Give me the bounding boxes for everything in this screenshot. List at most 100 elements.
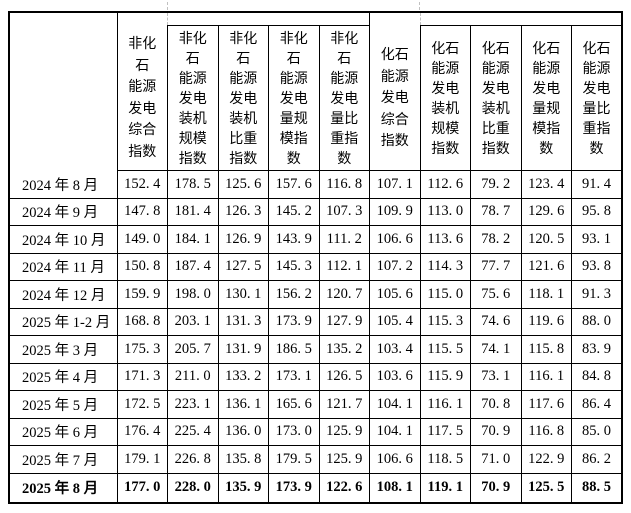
value-cell: 184. 1 [167, 225, 219, 254]
value-cell: 116. 8 [318, 170, 370, 199]
value-cell: 179. 5 [268, 445, 320, 474]
nonfossil-composite-top [116, 11, 168, 26]
value-cell: 121. 7 [318, 390, 370, 419]
value-cell: 198. 0 [167, 280, 219, 309]
value-cell: 113. 0 [419, 197, 471, 226]
corner-cell-top [8, 11, 118, 26]
value-cell: 173. 0 [268, 417, 320, 446]
value-cell: 159. 9 [116, 280, 168, 309]
value-cell: 225. 4 [167, 417, 219, 446]
corner-cell [8, 25, 118, 171]
value-cell: 91. 4 [571, 170, 623, 199]
page-break-dash [166, 2, 168, 10]
value-cell: 168. 8 [116, 307, 168, 336]
value-cell: 125. 9 [318, 417, 370, 446]
value-cell: 135. 8 [217, 445, 269, 474]
value-cell: 116. 1 [419, 390, 471, 419]
value-cell: 117. 6 [520, 390, 572, 419]
value-cell: 106. 6 [369, 445, 421, 474]
table-row: 2025 年 7 月 179. 1 226. 8 135. 8 179. 5 125. 9… [8, 445, 623, 474]
value-cell: 136. 0 [217, 417, 269, 446]
value-cell: 175. 3 [116, 335, 168, 364]
value-cell: 149. 0 [116, 225, 168, 254]
value-cell: 71. 0 [470, 445, 522, 474]
value-cell: 135. 9 [217, 472, 269, 503]
value-cell: 88. 5 [571, 472, 623, 503]
header-strip-right [419, 11, 623, 26]
header-cell-nonfossil-capacity-share: 非化 石 能源 发电 装机 比重 指数 [217, 25, 269, 171]
value-cell: 173. 1 [268, 362, 320, 391]
value-cell: 147. 8 [116, 197, 168, 226]
value-cell: 105. 6 [369, 280, 421, 309]
value-cell: 93. 8 [571, 252, 623, 281]
value-cell: 120. 7 [318, 280, 370, 309]
header-row: 非化 石 能源 发电 综合 指数 非化 石 能源 发电 装机 规模 指数 非化 … [8, 25, 623, 171]
value-cell: 104. 1 [369, 417, 421, 446]
value-cell: 156. 2 [268, 280, 320, 309]
value-cell: 121. 6 [520, 252, 572, 281]
header-cell-fossil-capacity-scale: 化石 能源 发电 装机 规模 指数 [419, 25, 471, 171]
value-cell: 107. 1 [369, 170, 421, 199]
value-cell: 106. 6 [369, 225, 421, 254]
value-cell: 73. 1 [470, 362, 522, 391]
row-label: 2024 年 11 月 [8, 252, 118, 281]
value-cell: 78. 7 [470, 197, 522, 226]
value-cell: 117. 5 [419, 417, 471, 446]
value-cell: 131. 9 [217, 335, 269, 364]
value-cell: 85. 0 [571, 417, 623, 446]
row-label: 2024 年 8 月 [8, 170, 118, 199]
value-cell: 86. 2 [571, 445, 623, 474]
value-cell: 115. 0 [419, 280, 471, 309]
value-cell: 105. 4 [369, 307, 421, 336]
value-cell: 133. 2 [217, 362, 269, 391]
table-row: 2025 年 1-2 月 168. 8 203. 1 131. 3 173. 9 127.… [8, 307, 623, 336]
value-cell: 104. 1 [369, 390, 421, 419]
value-cell: 70. 9 [470, 417, 522, 446]
value-cell: 107. 2 [369, 252, 421, 281]
value-cell: 122. 9 [520, 445, 572, 474]
header-cell-fossil-output-share: 化石 能源 发电 量比 重指 数 [571, 25, 623, 171]
value-cell: 74. 1 [470, 335, 522, 364]
value-cell: 143. 9 [268, 225, 320, 254]
value-cell: 93. 1 [571, 225, 623, 254]
value-cell: 129. 6 [520, 197, 572, 226]
header-strip-row [8, 11, 623, 26]
page-break-dash [419, 2, 420, 10]
value-cell: 177. 0 [116, 472, 168, 503]
value-cell: 165. 6 [268, 390, 320, 419]
row-label: 2025 年 8 月 [8, 472, 118, 503]
value-cell: 118. 5 [419, 445, 471, 474]
row-label: 2025 年 3 月 [8, 335, 118, 364]
value-cell: 112. 6 [419, 170, 471, 199]
value-cell: 118. 1 [520, 280, 572, 309]
value-cell: 126. 9 [217, 225, 269, 254]
value-cell: 119. 1 [419, 472, 471, 503]
header-cell-fossil-composite: 化石 能源 发电 综合 指数 [369, 25, 421, 171]
value-cell: 173. 9 [268, 307, 320, 336]
value-cell: 131. 3 [217, 307, 269, 336]
indices-table: 非化 石 能源 发电 综合 指数 非化 石 能源 发电 装机 规模 指数 非化 … [8, 11, 623, 504]
value-cell: 103. 4 [369, 335, 421, 364]
value-cell: 122. 6 [318, 472, 370, 503]
value-cell: 77. 7 [470, 252, 522, 281]
table-row: 2025 年 6 月 176. 4 225. 4 136. 0 173. 0 125. 9… [8, 417, 623, 446]
value-cell: 79. 2 [470, 170, 522, 199]
value-cell: 86. 4 [571, 390, 623, 419]
table-row: 2025 年 3 月 175. 3 205. 7 131. 9 186. 5 135. 2… [8, 335, 623, 364]
value-cell: 78. 2 [470, 225, 522, 254]
value-cell: 103. 6 [369, 362, 421, 391]
value-cell: 130. 1 [217, 280, 269, 309]
value-cell: 178. 5 [167, 170, 219, 199]
value-cell: 115. 3 [419, 307, 471, 336]
header-strip-left [167, 11, 370, 26]
table-row: 2024 年 12 月 159. 9 198. 0 130. 1 156. 2 120. … [8, 280, 623, 309]
row-label: 2025 年 4 月 [8, 362, 118, 391]
row-label: 2025 年 6 月 [8, 417, 118, 446]
value-cell: 126. 3 [217, 197, 269, 226]
value-cell: 125. 9 [318, 445, 370, 474]
value-cell: 74. 6 [470, 307, 522, 336]
table-row: 2024 年 11 月 150. 8 187. 4 127. 5 145. 3 112. … [8, 252, 623, 281]
header-cell-fossil-output-scale: 化石 能源 发电 量规 模指 数 [520, 25, 572, 171]
value-cell: 187. 4 [167, 252, 219, 281]
